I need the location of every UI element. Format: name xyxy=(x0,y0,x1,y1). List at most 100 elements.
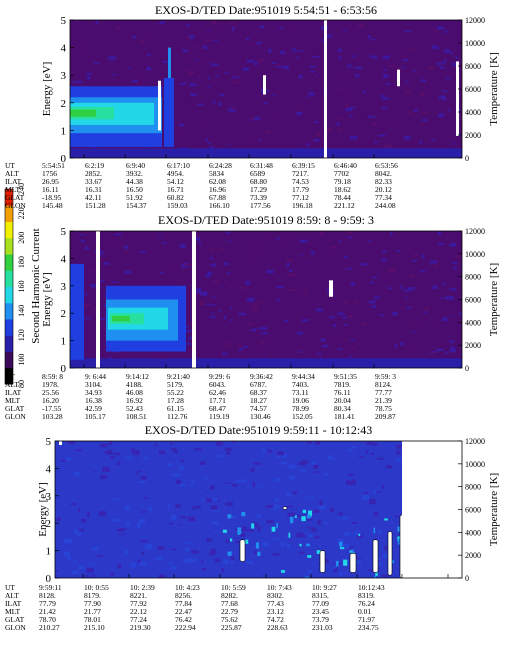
heatmap-cell xyxy=(139,562,147,566)
orbit-cell: 5:54:51 xyxy=(42,161,65,170)
heatmap-cell xyxy=(446,296,454,300)
heatmap-cell xyxy=(276,285,284,289)
heatmap-cell xyxy=(347,449,354,452)
heatmap-cell xyxy=(189,323,195,326)
heatmap-cell xyxy=(186,24,190,27)
orbit-cell: 0.01 xyxy=(358,607,371,616)
y2-tick-label: 10000 xyxy=(465,460,485,469)
heatmap-cell xyxy=(193,505,201,509)
heatmap-cell xyxy=(317,519,321,525)
heatmap-cell xyxy=(381,574,389,578)
heatmap-cell xyxy=(413,109,418,112)
heatmap-cell xyxy=(207,271,213,274)
orbit-cell: 6:24:28 xyxy=(209,161,232,170)
y-tick-label: 0 xyxy=(61,363,67,375)
heatmap-cell xyxy=(136,523,141,528)
heatmap-cell xyxy=(273,505,280,509)
heatmap-cell xyxy=(341,316,348,319)
heatmap-cell xyxy=(286,262,290,267)
orbit-row-label: UT xyxy=(5,161,15,170)
orbit-row-label: ILAT xyxy=(5,177,22,186)
heatmap-band-low xyxy=(70,358,462,368)
heatmap-area xyxy=(70,20,462,158)
heatmap-cell xyxy=(275,64,281,67)
heatmap-cell xyxy=(419,270,426,273)
heatmap-cell xyxy=(404,297,408,299)
heatmap-cell xyxy=(212,521,219,525)
heatmap-cell xyxy=(142,457,149,460)
heatmap-cell xyxy=(343,559,348,566)
heatmap-cell xyxy=(178,279,184,282)
heatmap-cell xyxy=(307,555,312,558)
heatmap-cell xyxy=(453,142,456,145)
orbit-cell: 210.27 xyxy=(39,623,60,632)
heatmap-cell xyxy=(84,246,90,250)
heatmap-cell xyxy=(257,526,261,532)
heatmap-cell xyxy=(250,467,255,472)
heatmap-cell xyxy=(357,281,361,283)
heatmap-cell xyxy=(313,138,320,142)
heatmap-cell xyxy=(185,329,192,333)
heatmap-cell xyxy=(407,286,415,291)
heatmap-cell xyxy=(111,281,119,283)
heatmap-cell xyxy=(422,311,428,313)
heatmap-cell xyxy=(190,558,197,562)
orbit-cell: 10: 2:39 xyxy=(130,583,155,592)
heatmap-cell xyxy=(255,542,259,549)
heatmap-cell xyxy=(352,479,356,485)
heatmap-cell xyxy=(402,289,410,292)
heatmap-cell xyxy=(132,450,140,455)
heatmap-cell xyxy=(225,502,234,506)
orbit-cell: 6:39:15 xyxy=(292,161,315,170)
heatmap-cell xyxy=(170,448,177,450)
heatmap-cell xyxy=(358,533,361,537)
orbit-cell: 21.77 xyxy=(84,607,101,616)
heatmap-cell xyxy=(110,572,114,577)
heatmap-cell xyxy=(179,244,186,249)
heatmap-cell xyxy=(333,568,338,573)
orbit-cell: 23.45 xyxy=(312,607,329,616)
heatmap-cell xyxy=(180,459,185,462)
heatmap-cell xyxy=(425,94,429,97)
heatmap-cell xyxy=(376,562,382,565)
orbit-cell: 74.72 xyxy=(267,615,284,624)
heatmap-cell xyxy=(369,55,376,58)
heatmap-cell xyxy=(298,461,306,466)
heatmap-cell xyxy=(339,541,343,547)
heatmap-cell xyxy=(392,266,396,271)
y-tick-label: 2 xyxy=(61,98,67,110)
heatmap-cell xyxy=(123,270,132,274)
heatmap-cell xyxy=(349,115,353,118)
heatmap-cell xyxy=(367,240,372,242)
heatmap-cell xyxy=(408,290,411,293)
heatmap-cell xyxy=(81,518,87,523)
heatmap-cell xyxy=(310,70,315,73)
heatmap-cell xyxy=(378,576,385,578)
heatmap-cell xyxy=(341,516,349,520)
heatmap-cell xyxy=(245,539,249,544)
heatmap-cell xyxy=(169,522,174,525)
heatmap-cell xyxy=(286,233,291,237)
orbit-cell: 62.08 xyxy=(209,177,226,186)
heatmap-cell xyxy=(141,551,145,555)
heatmap-cell xyxy=(301,319,310,322)
orbit-cell: -17.55 xyxy=(42,404,62,413)
heatmap-cell xyxy=(246,485,254,487)
heatmap-cell xyxy=(100,317,106,321)
orbit-cell: 42.11 xyxy=(85,193,102,202)
heatmap-cell xyxy=(246,297,255,302)
heatmap-cell xyxy=(198,56,205,58)
heatmap-cell xyxy=(109,242,115,244)
heatmap-cell xyxy=(368,300,376,304)
orbit-cell: 21.42 xyxy=(39,607,56,616)
heatmap-cell xyxy=(102,466,110,472)
colorbar-tick-label: 240 xyxy=(17,183,26,195)
orbit-cell: 73.11 xyxy=(292,388,309,397)
heatmap-cell xyxy=(407,346,410,349)
heatmap-cell xyxy=(445,76,451,79)
heatmap-cell xyxy=(381,258,387,262)
heatmap-cell xyxy=(261,332,268,335)
heatmap-cell xyxy=(64,538,73,544)
y-tick-label: 3 xyxy=(61,281,67,293)
heatmap-cell xyxy=(338,512,344,516)
